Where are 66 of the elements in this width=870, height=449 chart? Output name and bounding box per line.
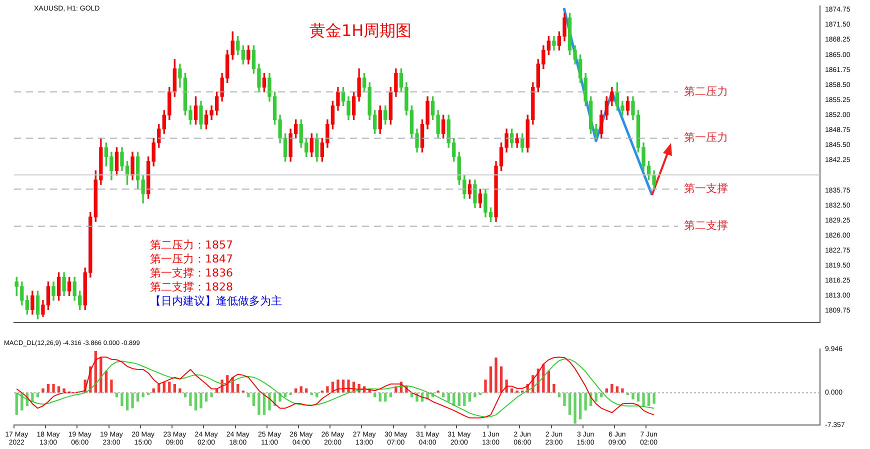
bar bbox=[621, 388, 624, 393]
bar bbox=[489, 366, 492, 393]
bar bbox=[110, 380, 113, 393]
annotation: 【日内建议】逢低做多为主 bbox=[150, 294, 282, 308]
bar bbox=[510, 388, 514, 393]
bar bbox=[126, 392, 129, 410]
bar bbox=[131, 392, 134, 408]
bar bbox=[326, 386, 329, 393]
annotation: 第一压力：1847 bbox=[150, 252, 233, 266]
bar bbox=[647, 392, 650, 406]
bar bbox=[173, 384, 176, 393]
bar bbox=[610, 384, 614, 393]
bar bbox=[547, 370, 550, 393]
bar bbox=[189, 392, 192, 406]
bar bbox=[100, 358, 102, 393]
bar bbox=[158, 384, 160, 393]
bar bbox=[652, 392, 656, 404]
bar bbox=[584, 392, 587, 410]
ref-line-label: 第二压力 bbox=[684, 84, 728, 98]
bar bbox=[305, 388, 308, 393]
annotation: 第二压力：1857 bbox=[150, 238, 233, 252]
bar bbox=[463, 392, 466, 406]
bar bbox=[616, 386, 618, 393]
bar bbox=[384, 392, 387, 402]
bar bbox=[294, 388, 298, 393]
bar bbox=[447, 392, 450, 402]
bar bbox=[162, 382, 166, 393]
bar bbox=[494, 358, 498, 393]
bar bbox=[300, 386, 302, 393]
ref-line-label: 第一压力 bbox=[684, 131, 728, 144]
bar bbox=[458, 392, 460, 406]
bar bbox=[474, 392, 476, 398]
bar bbox=[15, 392, 18, 415]
bar bbox=[57, 386, 60, 393]
bar bbox=[168, 382, 171, 393]
bar bbox=[142, 392, 144, 398]
bar bbox=[632, 392, 634, 400]
bar bbox=[500, 366, 503, 393]
bar bbox=[42, 388, 44, 393]
bar bbox=[578, 392, 582, 420]
ref-line-label: 第一支撑 bbox=[684, 182, 728, 196]
bar bbox=[120, 392, 124, 406]
bar bbox=[152, 388, 155, 393]
bar bbox=[552, 384, 556, 393]
bar bbox=[31, 392, 34, 402]
bar bbox=[563, 392, 566, 406]
bar bbox=[52, 384, 55, 393]
bar bbox=[252, 392, 256, 406]
bar bbox=[568, 392, 572, 415]
bar bbox=[574, 392, 576, 424]
ref-line-label: 第二支撑 bbox=[684, 219, 728, 232]
bar bbox=[268, 392, 271, 410]
bar bbox=[104, 370, 108, 393]
bar bbox=[258, 392, 260, 415]
bar bbox=[46, 384, 50, 393]
bar bbox=[194, 392, 198, 410]
annotation: 第二支撑：1828 bbox=[150, 280, 233, 294]
bar bbox=[200, 392, 202, 408]
bar bbox=[336, 380, 340, 393]
annotation: 第一支撑：1836 bbox=[150, 266, 233, 280]
bar bbox=[210, 392, 213, 398]
bar bbox=[236, 384, 240, 393]
bar bbox=[484, 380, 487, 393]
bar bbox=[178, 388, 182, 393]
bar bbox=[642, 392, 645, 406]
text: 黄金1H周期图 bbox=[309, 21, 412, 40]
